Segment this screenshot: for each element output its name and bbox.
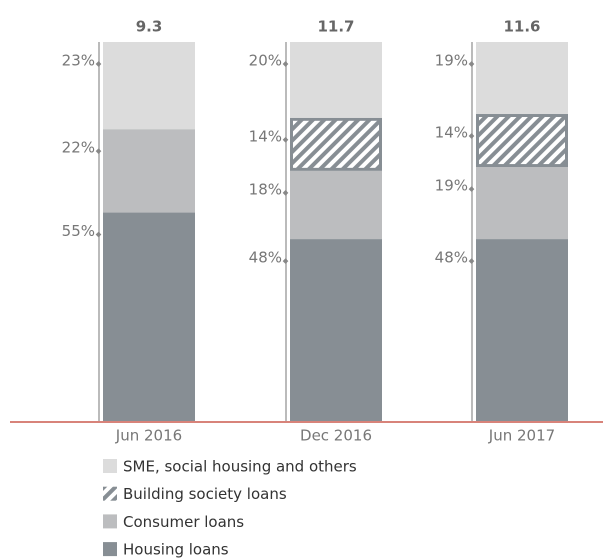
- bar-segment: [476, 239, 568, 421]
- bracket-tick: [282, 136, 289, 143]
- value-label: 19%: [435, 52, 468, 70]
- bracket-tick: [468, 258, 475, 264]
- bracket-tick: [95, 61, 102, 67]
- value-label: 23%: [62, 52, 95, 70]
- value-label: 19%: [435, 177, 468, 195]
- bracket-tick: [282, 190, 289, 196]
- bracket-tick: [468, 61, 475, 67]
- bar-segment: [476, 114, 568, 168]
- legend-label: Consumer loans: [123, 513, 244, 531]
- legend-swatch: [103, 459, 117, 473]
- total-label: 11.7: [317, 18, 354, 36]
- value-label: 18%: [249, 180, 282, 198]
- value-label: 55%: [62, 222, 95, 240]
- legend-label: SME, social housing and others: [123, 458, 357, 476]
- bracket-tick: [468, 186, 475, 192]
- value-label: 22%: [62, 139, 95, 157]
- bar-segment: [290, 239, 382, 421]
- value-label: 14%: [249, 127, 282, 145]
- legend-label: Building society loans: [123, 485, 287, 503]
- value-label: 14%: [435, 124, 468, 142]
- x-tick-label: Jun 2016: [115, 427, 182, 445]
- bracket-tick: [468, 133, 475, 139]
- total-label: 9.3: [136, 18, 163, 36]
- bar-segment: [290, 117, 382, 171]
- bar-segment: [103, 129, 195, 213]
- bar-segment: [476, 167, 568, 240]
- bar-segment: [103, 42, 195, 130]
- value-label: 48%: [435, 249, 468, 267]
- total-label: 11.6: [503, 18, 540, 36]
- legend-swatch: [103, 514, 117, 529]
- value-label: 20%: [249, 52, 282, 70]
- bracket-tick: [95, 231, 102, 238]
- value-label: 48%: [249, 249, 282, 267]
- x-tick-label: Dec 2016: [300, 427, 372, 445]
- bar-segment: [290, 170, 382, 240]
- bracket-tick: [95, 148, 102, 154]
- bracket-tick: [282, 61, 289, 67]
- bar-segment: [290, 42, 382, 118]
- bar-segment: [103, 212, 195, 421]
- bracket-tick: [282, 258, 289, 264]
- x-tick-label: Jun 2017: [488, 427, 555, 445]
- legend-swatch: [103, 542, 117, 557]
- legend-swatch: [103, 486, 117, 501]
- legend-label: Housing loans: [123, 541, 229, 559]
- bar-segment: [476, 42, 568, 115]
